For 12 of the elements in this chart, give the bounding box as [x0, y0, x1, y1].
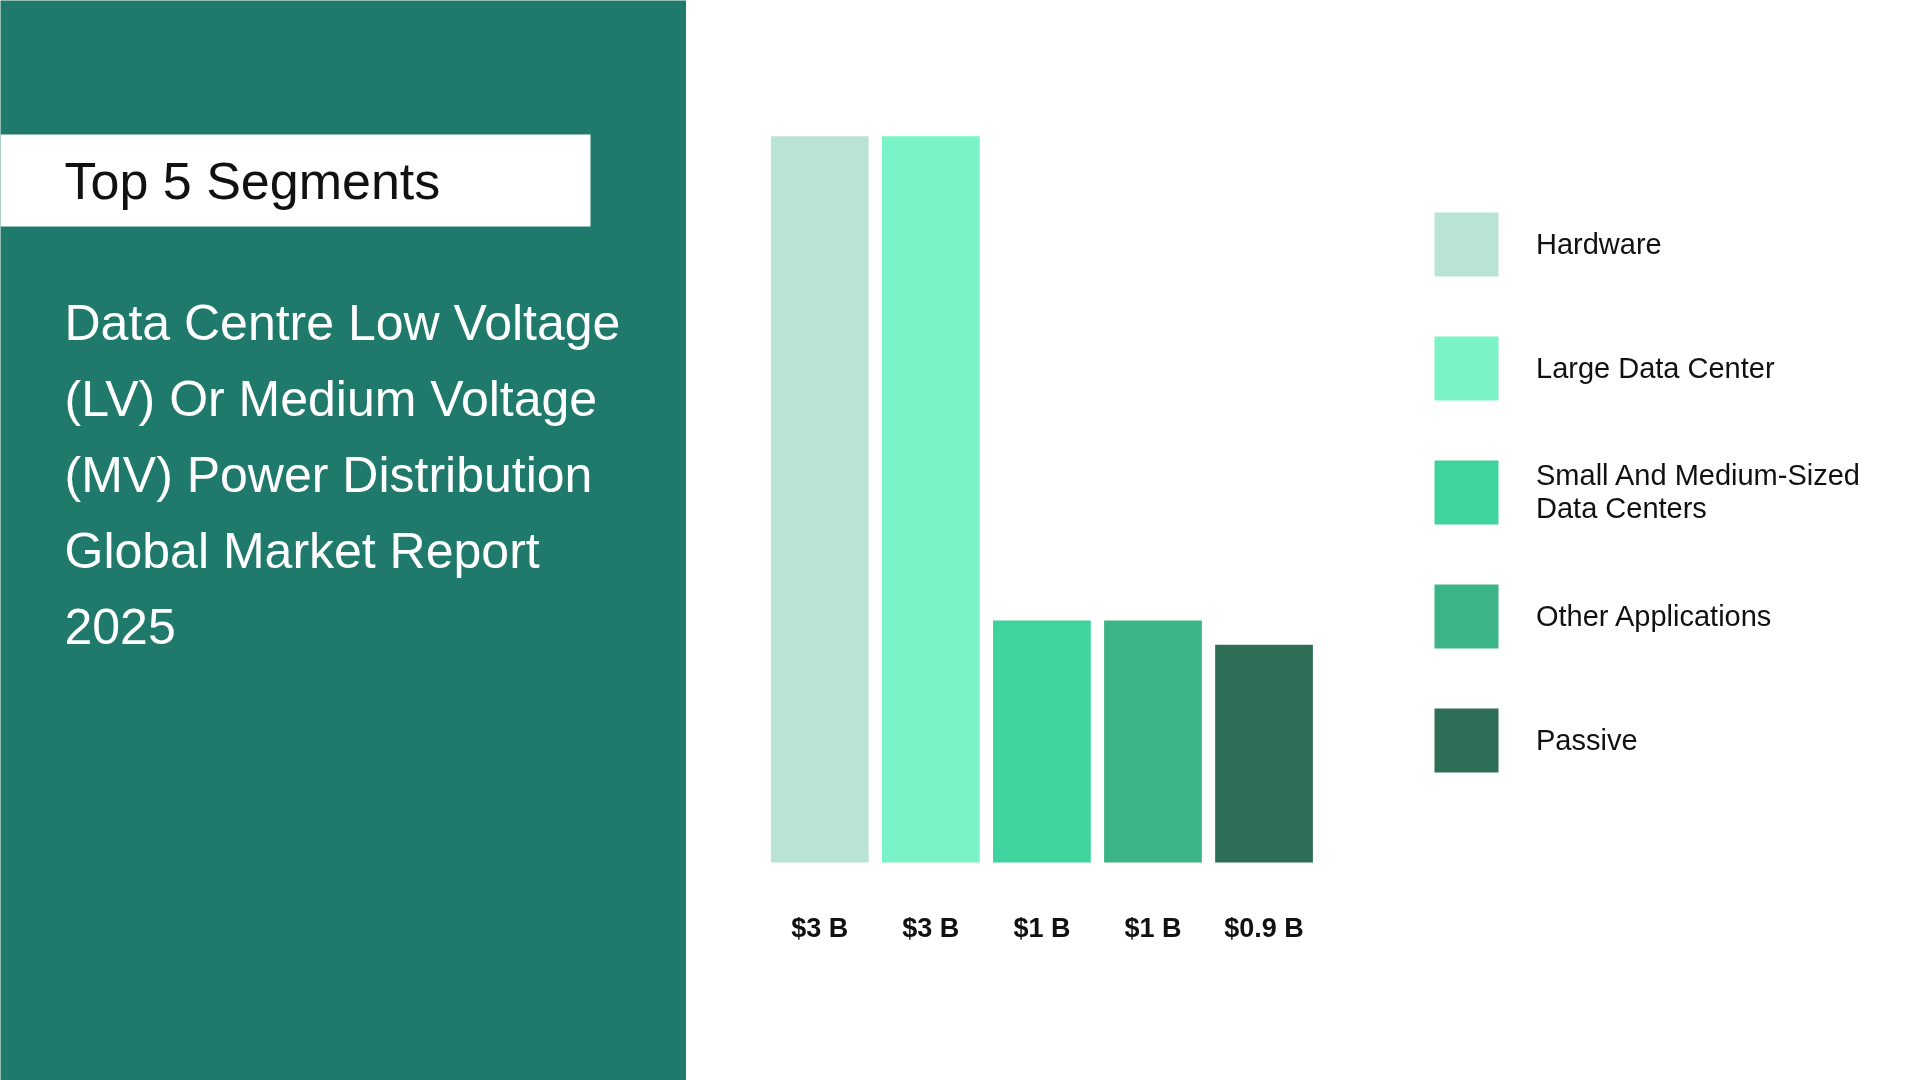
data-label: $3 B — [902, 912, 960, 943]
legend-label: Hardware — [1536, 227, 1662, 261]
data-label: $1 B — [1013, 912, 1071, 943]
data-label: $0.9 B — [1224, 912, 1304, 943]
text: Data Centre Low Voltage (LV) Or Medium Voltage (MV) Power Distribution Global Market Report 2025 — [64, 294, 621, 655]
data-label: $1 B — [1124, 912, 1182, 943]
legend-label: Other Applications — [1536, 599, 1772, 633]
legend-label: Small And Medium-Sized Data Centers — [1536, 459, 1860, 525]
legend-label: Large Data Center — [1536, 351, 1775, 385]
text: Top 5 Segments — [64, 151, 441, 210]
legend-label: Passive — [1536, 723, 1638, 757]
data-label: $3 B — [791, 912, 849, 943]
